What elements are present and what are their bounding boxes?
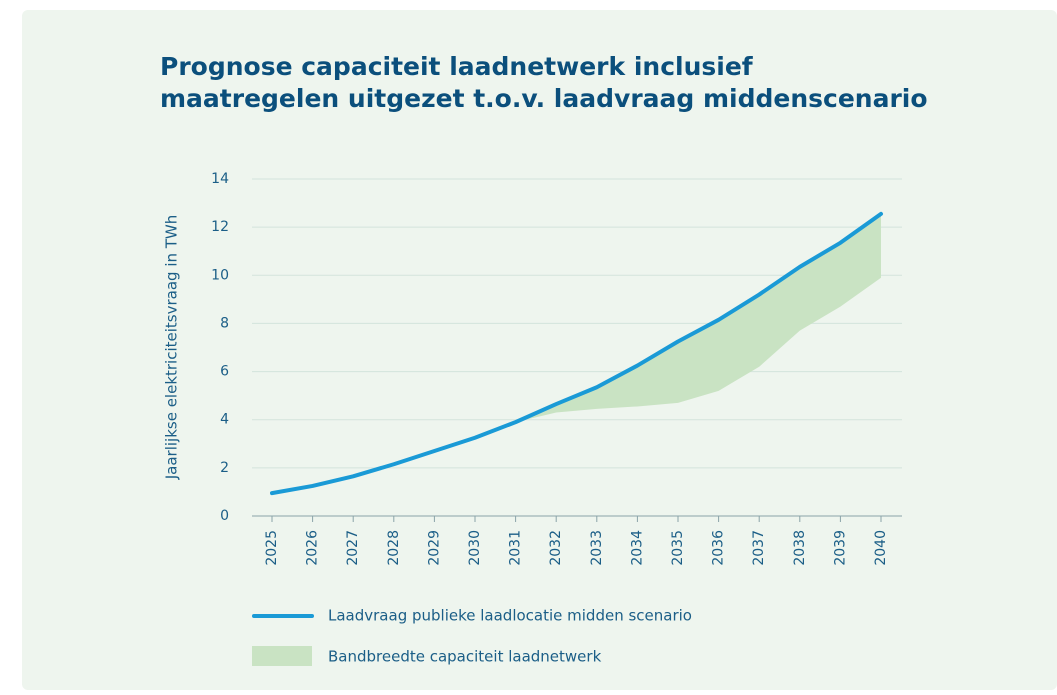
y-tick-label: 8 <box>220 315 229 331</box>
x-tick-label: 2028 <box>386 530 402 566</box>
x-tick-label: 2037 <box>751 530 767 566</box>
y-tick-label: 12 <box>211 219 229 235</box>
x-tick-label: 2039 <box>832 530 848 566</box>
legend-label: Laadvraag publieke laadlocatie midden sc… <box>328 607 692 625</box>
x-tick-label: 2029 <box>426 530 442 566</box>
y-tick-label: 2 <box>220 460 229 476</box>
x-tick-label: 2033 <box>589 530 605 566</box>
y-tick-label: 6 <box>220 364 229 380</box>
x-tick-label: 2026 <box>305 530 321 566</box>
legend-label: Bandbreedte capaciteit laadnetwerk <box>328 648 602 666</box>
x-tick-label: 2027 <box>345 530 361 566</box>
y-tick-label: 14 <box>211 171 229 187</box>
x-tick-label: 2035 <box>670 530 686 566</box>
x-tick-label: 2034 <box>629 530 645 566</box>
x-tick-label: 2040 <box>873 530 889 566</box>
x-tick-label: 2038 <box>792 530 808 566</box>
band-area <box>515 213 881 423</box>
x-tick-label: 2025 <box>264 530 280 566</box>
y-axis-label: Jaarlijkse elektriciteitsvraag in TWh <box>163 215 181 481</box>
x-tick-label: 2032 <box>548 530 564 566</box>
legend-swatch <box>252 646 312 666</box>
y-tick-label: 4 <box>220 412 229 428</box>
chart-title: maatregelen uitgezet t.o.v. laadvraag mi… <box>160 84 928 113</box>
x-tick-label: 2031 <box>508 530 524 566</box>
panel <box>22 10 1057 690</box>
x-tick-label: 2030 <box>467 530 483 566</box>
chart-title: Prognose capaciteit laadnetwerk inclusie… <box>160 52 754 81</box>
y-tick-label: 0 <box>220 508 229 524</box>
y-tick-label: 10 <box>211 267 229 283</box>
x-tick-label: 2036 <box>711 530 727 566</box>
line <box>270 211 883 496</box>
